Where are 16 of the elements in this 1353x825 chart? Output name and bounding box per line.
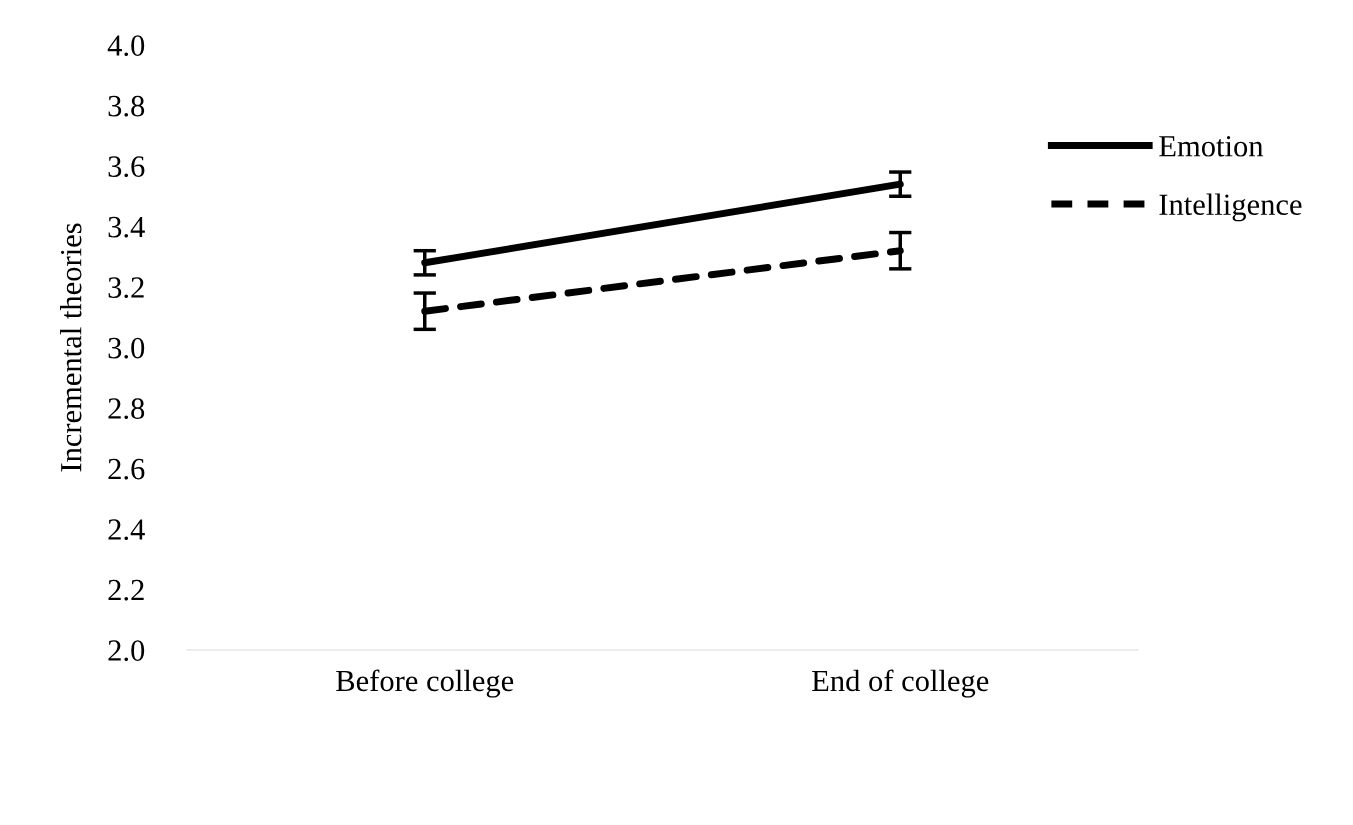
legend-label: Emotion (1159, 136, 1264, 157)
y-tick-label: 3.8 (108, 95, 145, 117)
y-tick-label: 3.6 (108, 156, 145, 178)
y-tick-label: 2.0 (108, 640, 145, 662)
y-axis-title: Incremental theories (59, 223, 82, 472)
x-tick-label: End of college (812, 669, 989, 698)
y-tick-label: 2.6 (108, 458, 145, 480)
x-tick-label: Before college (336, 669, 514, 698)
y-tick-label: 3.4 (108, 216, 145, 238)
y-tick-label: 4.0 (107, 35, 145, 57)
y-tick-label: 2.8 (108, 398, 145, 420)
y-tick-label: 3.2 (108, 277, 144, 299)
y-tick-label: 2.4 (108, 519, 145, 541)
y-tick-label: 3.0 (108, 337, 145, 359)
y-tick-label: 2.2 (108, 579, 144, 601)
legend-label: Intelligence (1159, 193, 1302, 222)
